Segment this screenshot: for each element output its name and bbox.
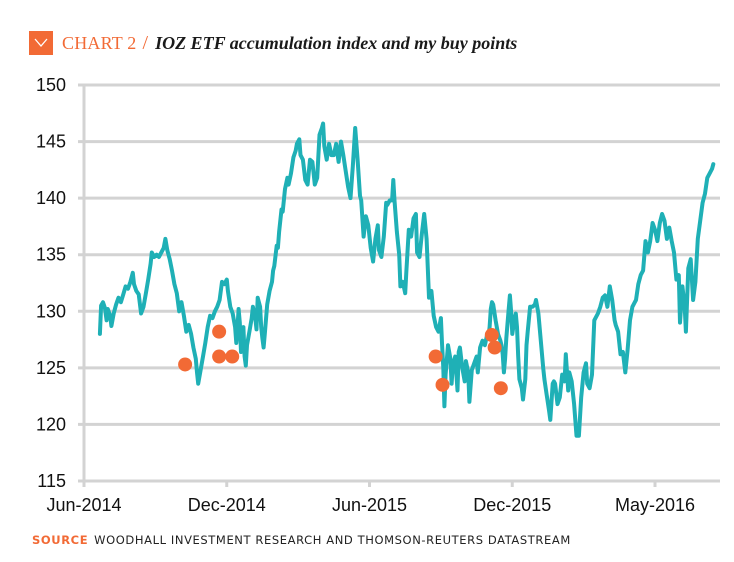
y-tick-label: 125 [36,358,66,378]
buy-point [484,328,499,343]
y-tick-label: 130 [36,301,66,321]
y-tick-label: 135 [36,245,66,265]
buy-point [212,324,227,339]
buy-point [435,377,450,392]
buy-point [428,349,443,364]
source-text: WOODHALL INVESTMENT RESEARCH AND THOMSON… [94,533,571,547]
buy-point [493,381,508,396]
y-axis-labels: 150 145 140 135 130 125 120 115 [36,75,66,491]
x-tick-label: May-2016 [615,495,695,515]
x-tick-label: Dec-2015 [473,495,551,515]
chevron-down-icon [29,31,53,55]
x-tick-label: Jun-2015 [332,495,407,515]
y-tick-label: 120 [36,414,66,434]
buy-points [178,324,508,396]
title-separator: / [142,31,149,54]
buy-point [225,349,240,364]
y-tick-label: 145 [36,132,66,152]
source-note: SOURCE WOODHALL INVESTMENT RESEARCH AND T… [32,533,571,547]
chart-title: IOZ ETF accumulation index and my buy po… [155,32,518,53]
x-tick-label: Jun-2014 [46,495,121,515]
series [97,121,716,438]
chart-number: CHART 2 [62,32,137,53]
buy-point [487,340,502,355]
x-tick-label: Dec-2014 [188,495,266,515]
chart-header: CHART 2 / IOZ ETF accumulation index and… [29,31,517,55]
buy-point [212,349,227,364]
buy-point [178,357,193,372]
series-line [97,121,716,438]
axes [82,84,657,487]
y-tick-label: 140 [36,188,66,208]
y-tick-label: 150 [36,75,66,95]
source-label: SOURCE [32,533,89,547]
y-tick-label: 115 [37,471,66,491]
x-axis-labels: Jun-2014 Dec-2014 Jun-2015 Dec-2015 May-2016 [46,495,695,515]
